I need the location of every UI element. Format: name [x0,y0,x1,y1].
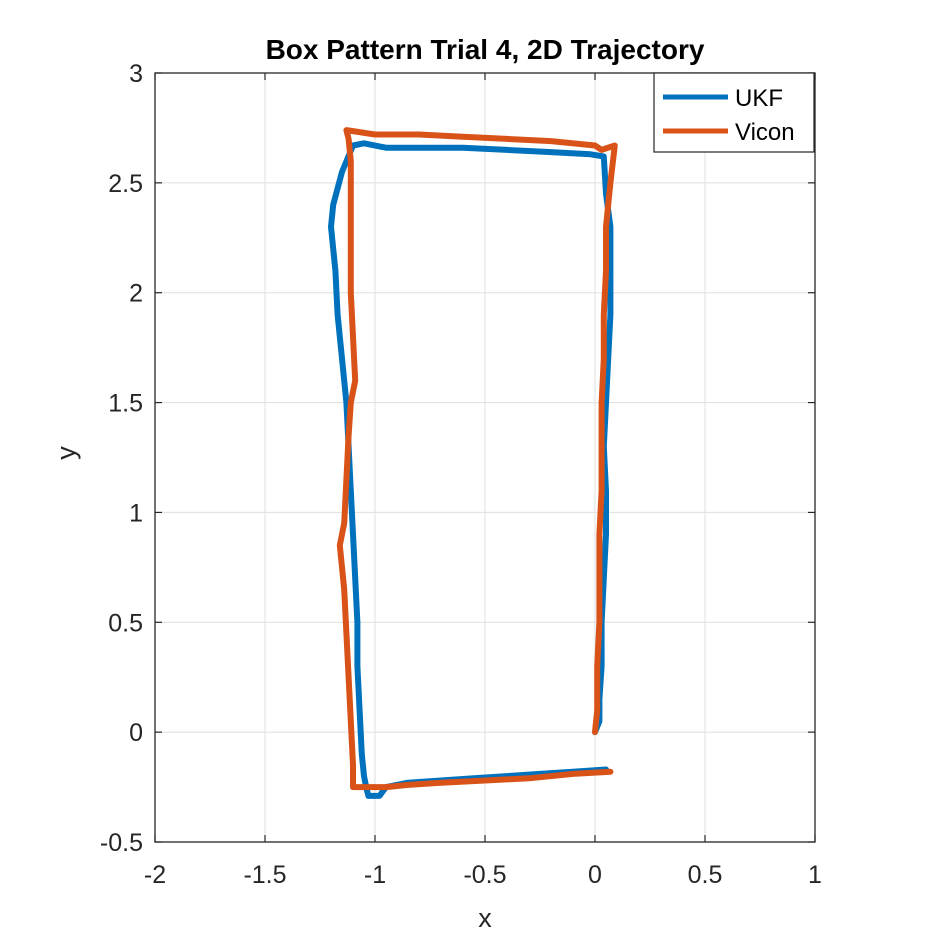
y-axis-label: y [51,446,81,460]
x-tick-label: 0.5 [688,861,723,889]
legend-label-ukf: UKF [735,85,783,112]
x-tick-label: -1 [364,861,386,889]
x-tick-label: -2 [144,861,166,889]
legend: UKF Vicon [653,72,815,153]
legend-label-vicon: Vicon [735,119,795,146]
x-tick-label: 1 [808,861,822,889]
y-tick-label: -0.5 [100,829,143,857]
ticks [154,72,816,843]
legend-box [653,72,815,153]
series-lines [328,127,618,799]
y-tick-label: 0 [129,719,143,747]
x-axis-label: x [478,903,492,933]
y-tick-label: 1 [129,499,143,527]
series-line-vicon [336,127,618,791]
x-tick-label: 0 [588,861,602,889]
x-tick-label: -1.5 [243,861,286,889]
y-tick-label: 2.5 [108,170,143,198]
chart-title: Box Pattern Trial 4, 2D Trajectory [266,34,705,65]
y-tick-labels: -0.5 0 0.5 1 1.5 2 2.5 3 [100,60,143,857]
x-tick-label: -0.5 [463,861,506,889]
y-tick-label: 3 [129,60,143,88]
x-tick-labels: -2 -1.5 -1 -0.5 0 0.5 1 [144,861,822,889]
y-tick-label: 1.5 [108,390,143,418]
y-tick-label: 2 [129,280,143,308]
y-tick-label: 0.5 [108,609,143,637]
